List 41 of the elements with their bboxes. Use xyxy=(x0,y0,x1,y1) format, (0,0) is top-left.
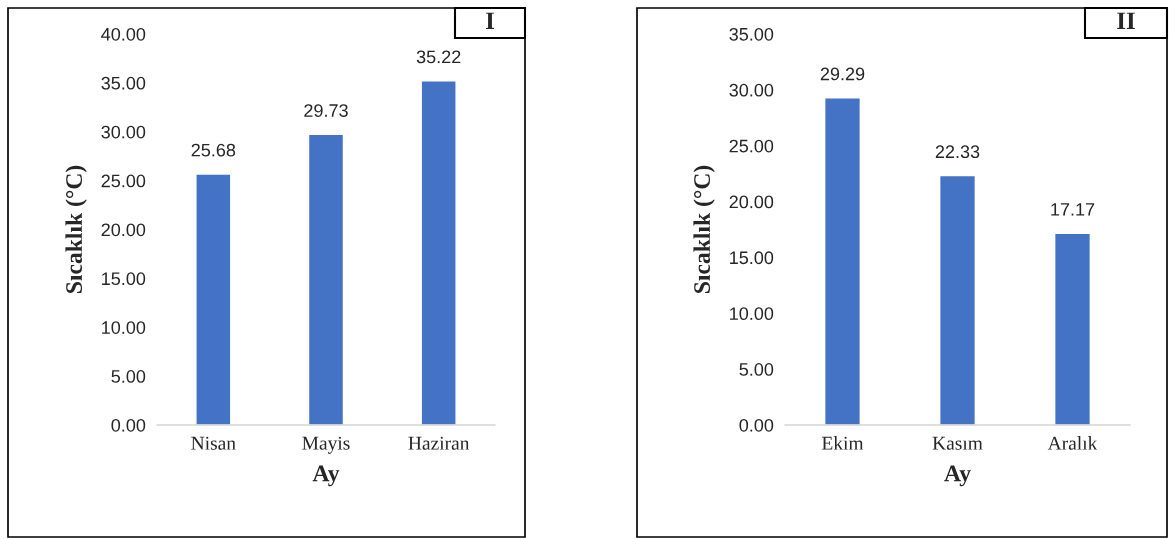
x-axis-title: Ay xyxy=(312,465,340,487)
y-tick-label: 10.00 xyxy=(730,307,774,321)
bar xyxy=(420,80,457,425)
data-label: 29.29 xyxy=(820,67,865,81)
data-label: 25.68 xyxy=(191,143,236,157)
chart-title: II xyxy=(1117,12,1135,30)
y-tick-label: 30.00 xyxy=(101,125,146,139)
y-tick-label: 15.00 xyxy=(102,272,146,286)
x-tick-label: Ekim xyxy=(822,436,864,450)
bar xyxy=(938,174,977,425)
chart-title: I xyxy=(485,12,495,30)
y-tick-label: 5.00 xyxy=(739,363,774,376)
y-tick-label: 5.00 xyxy=(111,370,146,383)
data-label: 29.73 xyxy=(304,104,348,117)
bar xyxy=(823,97,862,425)
bar xyxy=(307,133,345,425)
y-tick-label: 25.00 xyxy=(729,139,774,153)
y-tick-label: 0.00 xyxy=(111,418,146,432)
bar xyxy=(1053,232,1092,425)
x-axis-title: Ay xyxy=(944,465,971,487)
y-tick-label: 30.00 xyxy=(729,83,774,97)
x-tick-label: Haziran xyxy=(408,436,470,450)
data-label: 22.33 xyxy=(935,145,980,159)
y-tick-label: 15.00 xyxy=(730,251,774,265)
x-tick-label: Nisan xyxy=(191,436,236,450)
y-tick-label: 20.00 xyxy=(729,195,774,209)
y-tick-label: 40.00 xyxy=(101,27,146,41)
y-tick-label: 35.00 xyxy=(729,27,774,41)
data-label: 35.22 xyxy=(416,50,461,64)
data-label: 17.17 xyxy=(1051,203,1095,216)
y-axis-title: Sıcaklık (°C) xyxy=(65,165,87,293)
y-tick-label: 20.00 xyxy=(101,223,146,237)
x-tick-label: Aralık xyxy=(1047,436,1098,450)
y-tick-label: 35.00 xyxy=(101,76,146,90)
bar xyxy=(195,173,232,425)
x-tick-label: Kasım xyxy=(932,436,983,450)
y-tick-label: 0.00 xyxy=(739,418,774,432)
y-tick-label: 10.00 xyxy=(102,321,146,334)
x-tick-label: Mayis xyxy=(302,436,350,454)
y-tick-label: 25.00 xyxy=(101,174,146,188)
y-axis-title: Sıcaklık (°C) xyxy=(693,165,715,293)
